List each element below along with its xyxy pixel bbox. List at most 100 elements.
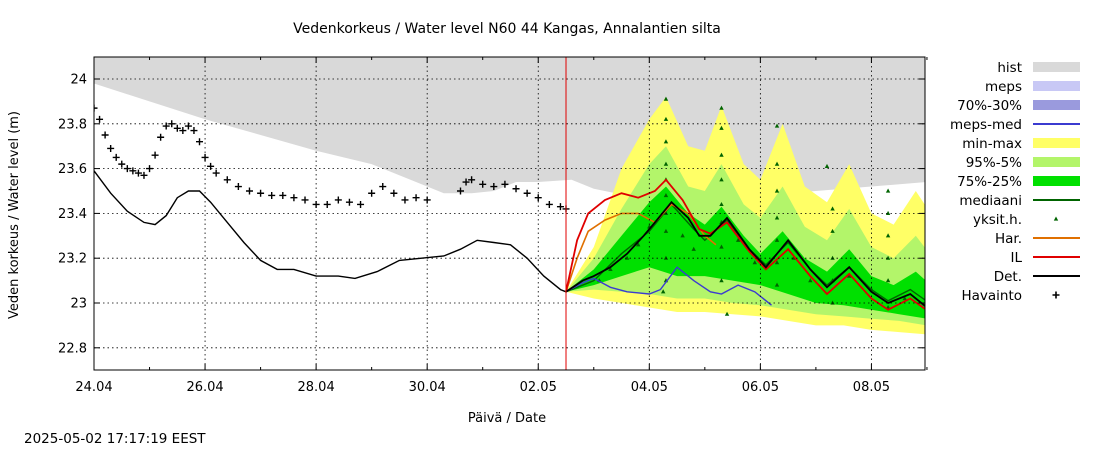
legend-label: 75%-25% bbox=[957, 174, 1022, 190]
observed-point bbox=[523, 189, 531, 197]
x-tick-label: 26.04 bbox=[186, 380, 223, 395]
legend-label: 95%-5% bbox=[966, 155, 1022, 171]
ensemble-member-point bbox=[663, 96, 669, 101]
ensemble-member-point bbox=[680, 233, 685, 238]
ensemble-member-point bbox=[660, 289, 666, 294]
legend-label: meps bbox=[985, 79, 1022, 95]
ensemble-member-point bbox=[947, 314, 951, 318]
ensemble-member-point bbox=[774, 260, 780, 265]
observed-point bbox=[357, 200, 365, 208]
y-tick-label: 23.6 bbox=[58, 162, 87, 177]
ensemble-member-point bbox=[885, 255, 891, 260]
y-tick-label: 23.4 bbox=[58, 207, 87, 222]
plot-area bbox=[94, 57, 951, 370]
observed-point bbox=[134, 169, 142, 177]
axes: 22.8 23 23.2 23.4 23.6 23.8 24 24.04 26.04 28.04 3… bbox=[58, 56, 928, 395]
y-tick-label: 23.2 bbox=[58, 252, 87, 267]
ensemble-member-point bbox=[830, 206, 835, 211]
y-tick-label: 23.8 bbox=[58, 117, 87, 132]
observed-point bbox=[268, 191, 276, 199]
x-axis-label: Päivä / Date bbox=[468, 411, 546, 426]
timestamp: 2025-05-02 17:17:19 EEST bbox=[24, 431, 206, 447]
ensemble-member-point bbox=[691, 246, 696, 251]
observed-point bbox=[123, 165, 131, 173]
legend-swatch bbox=[1033, 81, 1080, 91]
observed-point bbox=[184, 122, 192, 130]
legend-label: Havainto bbox=[961, 288, 1022, 304]
observed-point bbox=[345, 198, 353, 206]
observed-point bbox=[279, 191, 287, 199]
legend-swatch bbox=[1033, 62, 1080, 72]
ensemble-member-point bbox=[885, 278, 891, 283]
ensemble-member-point bbox=[719, 152, 724, 157]
observed-point bbox=[545, 200, 553, 208]
ensemble-member-point bbox=[791, 255, 796, 260]
ensemble-member-point bbox=[624, 255, 630, 260]
observed-point bbox=[368, 189, 376, 197]
ensemble-member-point bbox=[635, 242, 641, 247]
y-tick-label: 22.8 bbox=[58, 341, 87, 356]
ensemble-member-point bbox=[830, 300, 835, 305]
legend-label: IL bbox=[1010, 250, 1022, 266]
observed-point bbox=[173, 124, 181, 132]
simulated-history-line bbox=[94, 170, 567, 293]
observed-point bbox=[456, 187, 464, 195]
observed-point bbox=[479, 180, 487, 188]
ensemble-member-point bbox=[719, 177, 724, 182]
ensemble-member-point bbox=[774, 215, 780, 220]
observed-point bbox=[151, 151, 159, 159]
legend-label: meps-med bbox=[950, 117, 1022, 133]
ensemble-member-point bbox=[719, 201, 724, 207]
chart-title: Vedenkorkeus / Water level N60 44 Kangas… bbox=[293, 21, 721, 37]
legend-swatch bbox=[1033, 138, 1080, 148]
observed-point bbox=[129, 167, 137, 175]
observed-point bbox=[323, 200, 331, 208]
ensemble-member-point bbox=[774, 188, 780, 193]
observed-point bbox=[334, 196, 342, 204]
observed-point bbox=[207, 162, 215, 170]
observed-point bbox=[412, 194, 420, 202]
legend-swatch bbox=[1033, 100, 1080, 110]
legend-label: min-max bbox=[962, 136, 1022, 152]
ensemble-member-point bbox=[719, 125, 724, 130]
observed-point bbox=[94, 104, 98, 112]
x-tick-label: 06.05 bbox=[742, 380, 779, 395]
legend-label: Det. bbox=[994, 269, 1022, 285]
ensemble-member-point bbox=[719, 105, 724, 110]
observed-point bbox=[462, 178, 470, 186]
observed-point bbox=[468, 176, 476, 184]
ensemble-member-point bbox=[735, 237, 741, 242]
ensemble-member-point bbox=[774, 123, 780, 128]
ensemble-member-point bbox=[724, 311, 730, 316]
observed-point bbox=[107, 144, 115, 152]
legend-swatch bbox=[1053, 216, 1059, 221]
observed-point bbox=[556, 203, 564, 211]
x-tick-label: 02.05 bbox=[520, 380, 557, 395]
ensemble-member-point bbox=[663, 161, 669, 166]
observed-point bbox=[401, 196, 409, 204]
observed-point bbox=[379, 183, 387, 191]
legend-label: mediaani bbox=[959, 193, 1022, 209]
ensemble-member-point bbox=[774, 237, 780, 242]
x-tick-label: 04.05 bbox=[631, 380, 668, 395]
observed-point bbox=[212, 169, 220, 177]
il-line bbox=[565, 178, 925, 311]
y-tick-label: 24 bbox=[70, 73, 87, 88]
ensemble-member-point bbox=[847, 273, 852, 278]
ensemble-member-point bbox=[885, 210, 891, 215]
legend: hist meps 70%-30% meps-med min-max 95%-5% 75%-… bbox=[950, 60, 1080, 304]
ensemble-member-point bbox=[719, 278, 724, 283]
ensemble-member-point bbox=[663, 210, 669, 215]
observed-point bbox=[101, 131, 109, 139]
ensemble-member-point bbox=[663, 255, 669, 260]
x-tick-label: 24.04 bbox=[75, 380, 112, 395]
observed-point bbox=[223, 176, 231, 184]
hist-band bbox=[94, 57, 925, 200]
legend-label: hist bbox=[997, 60, 1022, 76]
legend-swatch bbox=[1033, 176, 1080, 186]
ensemble-member-point bbox=[902, 296, 907, 301]
observed-point bbox=[301, 196, 309, 204]
meps-median-line bbox=[565, 266, 772, 306]
ensemble-member-point bbox=[824, 163, 830, 168]
